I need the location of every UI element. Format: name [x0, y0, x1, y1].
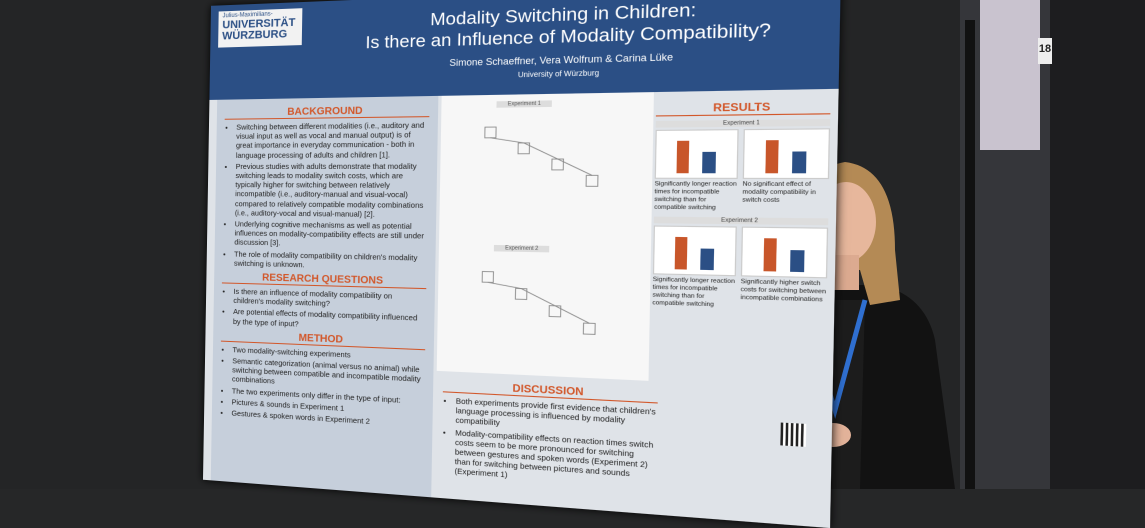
- result-pair: Significantly longer reaction times for …: [652, 225, 828, 313]
- bar-figure: [701, 249, 714, 270]
- bar-figure: [765, 140, 779, 174]
- qr-code: [780, 423, 806, 447]
- bullet: The role of modality compatibility on ch…: [234, 249, 427, 272]
- result-plot: [743, 128, 830, 179]
- bullet: Are potential effects of modality compat…: [233, 307, 426, 333]
- result-cell: Significantly longer reaction times for …: [654, 129, 739, 213]
- result-cell: Significantly longer reaction times for …: [652, 225, 737, 310]
- result-caption: No significant effect of modality compat…: [742, 181, 829, 205]
- result-caption: Significantly longer reaction times for …: [654, 181, 738, 213]
- page: 18 Julius-Maximilians- UNIVERSITÄT WÜRZB…: [0, 0, 1145, 489]
- section-heading: RESULTS: [656, 101, 831, 117]
- result-caption: Significantly longer reaction times for …: [652, 277, 736, 311]
- bullet-list: Both experiments provide first evidence …: [441, 395, 657, 490]
- result-plot: [741, 227, 828, 279]
- window-light: [980, 0, 1040, 150]
- bar-figure: [674, 236, 687, 269]
- booth-number: 18: [1038, 38, 1052, 64]
- poster: Julius-Maximilians- UNIVERSITÄT WÜRZBURG…: [203, 0, 841, 528]
- results-column: RESULTS Experiment 1 Significantly longer …: [651, 96, 831, 396]
- stand-pole: [965, 20, 975, 489]
- bullet: Previous studies with adults demonstrate…: [235, 161, 429, 219]
- person-neck: [833, 255, 859, 290]
- poster-header: Julius-Maximilians- UNIVERSITÄT WÜRZBURG…: [209, 0, 840, 100]
- logo: Julius-Maximilians- UNIVERSITÄT WÜRZBURG: [218, 8, 302, 47]
- diagram-sketch: [437, 92, 654, 381]
- bar-figure: [792, 152, 806, 174]
- bar-figure: [790, 250, 804, 272]
- section-heading: BACKGROUND: [225, 104, 430, 119]
- result-cell: No significant effect of modality compat…: [742, 128, 830, 213]
- experiment-label: Experiment 2: [654, 217, 828, 226]
- result-pair: Significantly longer reaction times for …: [654, 128, 830, 213]
- discussion: DISCUSSIONBoth experiments provide first…: [435, 375, 665, 494]
- left-column: BACKGROUNDSwitching between different mo…: [211, 96, 439, 497]
- bar-figure: [763, 238, 777, 272]
- bullet: Modality-compatibility effects on reacti…: [454, 428, 657, 491]
- bullet: Underlying cognitive mechanisms as well …: [234, 219, 427, 250]
- result-plot: [655, 129, 739, 179]
- poster-title: Modality Switching in Children: Is there…: [320, 0, 828, 55]
- bar-figure: [702, 152, 715, 173]
- experiment-label: Experiment 1: [656, 119, 831, 128]
- logo-line: WÜRZBURG: [222, 29, 298, 43]
- bullet-list: Two modality-switching experimentsSemant…: [220, 344, 425, 429]
- bullet: Switching between different modalities (…: [236, 120, 430, 159]
- bullet-list: Switching between different modalities (…: [222, 120, 429, 272]
- result-cell: Significantly higher switch costs for sw…: [740, 227, 828, 313]
- bullet-list: Is there an influence of modality compat…: [221, 286, 426, 333]
- diagram-panel: Experiment 1 Experiment 2: [437, 92, 654, 381]
- frame-right: [1050, 0, 1145, 489]
- result-caption: Significantly higher switch costs for sw…: [740, 279, 827, 305]
- bar-figure: [676, 140, 689, 173]
- result-plot: [653, 225, 737, 276]
